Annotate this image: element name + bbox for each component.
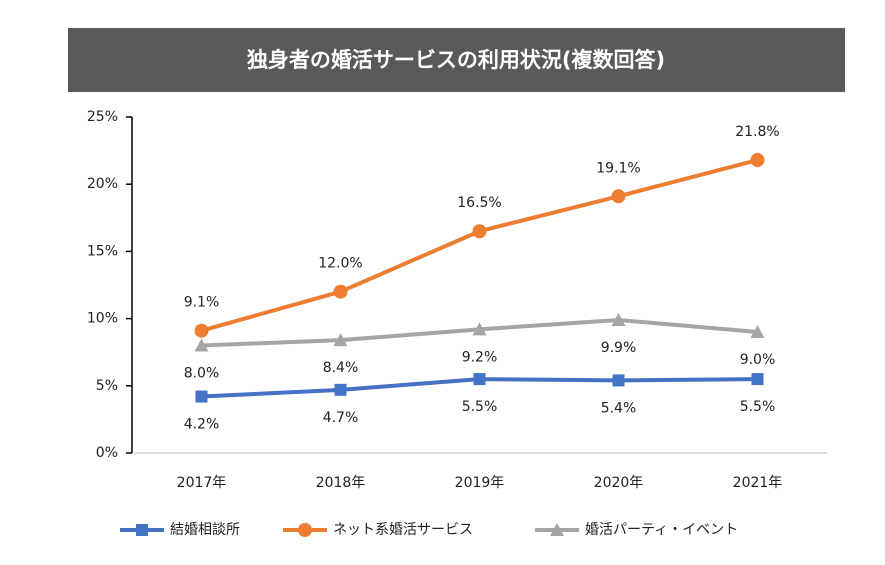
y-tick-label: 5% [96,378,118,394]
legend-marker [298,523,312,537]
marker [334,383,347,396]
title-banner [68,28,845,92]
marker [472,224,487,239]
data-label: 9.2% [462,349,498,365]
legend-label: ネット系婚活サービス [333,522,473,538]
legend-label: 婚活パーティ・イベント [585,522,738,538]
marker [333,284,348,299]
marker [750,153,765,168]
data-label: 8.4% [323,360,359,376]
data-label: 5.5% [462,399,498,415]
data-label: 12.0% [318,256,362,272]
data-label: 5.4% [601,400,637,416]
x-tick-label: 2019年 [455,475,505,491]
marker [612,374,625,387]
x-tick-label: 2017年 [177,475,227,491]
data-label: 16.5% [457,195,501,211]
y-tick-label: 20% [87,176,118,192]
marker [751,373,764,386]
marker [473,373,486,386]
marker [333,333,348,347]
data-label: 4.7% [323,410,359,426]
data-label: 9.1% [184,295,220,311]
chart-title: 独身者の婚活サービスの利用状況(複数回答) [247,48,665,72]
marker [472,322,487,336]
marker [194,323,209,338]
data-label: 8.0% [184,365,220,381]
data-label: 21.8% [735,124,779,140]
series-line [200,158,759,333]
y-tick-label: 0% [96,445,118,461]
marker [750,325,765,339]
data-label: 4.2% [184,417,220,433]
marker [194,338,209,352]
legend-marker [136,524,148,536]
y-tick-label: 10% [87,311,118,327]
marker [611,189,626,204]
x-tick-label: 2021年 [733,475,783,491]
data-label: 19.1% [596,160,640,176]
y-tick-label: 25% [87,109,118,125]
marker [195,390,208,403]
data-label: 9.9% [601,340,637,356]
data-label: 9.0% [740,352,776,368]
y-tick-label: 15% [87,243,118,259]
marker [611,312,626,326]
data-label: 5.5% [740,399,776,415]
legend-marker [550,523,564,536]
x-tick-label: 2018年 [316,475,366,491]
legend-label: 結婚相談所 [170,522,240,538]
x-tick-label: 2020年 [594,475,644,491]
